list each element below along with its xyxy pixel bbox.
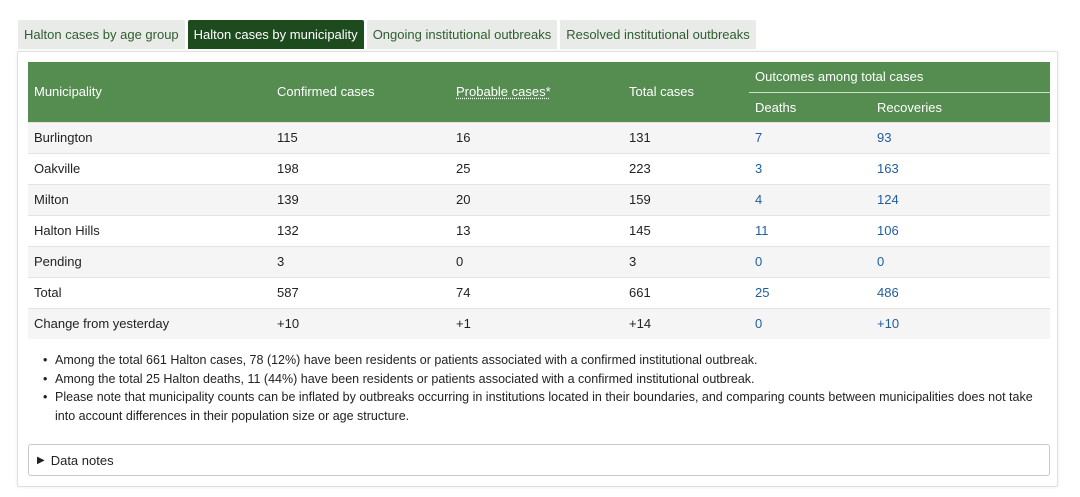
cell-recoveries: +10 — [871, 307, 1050, 339]
cell-recoveries: 124 — [871, 183, 1050, 215]
cell-probable: 25 — [450, 152, 623, 184]
municipality-table: Municipality Confirmed cases Probable ca… — [28, 62, 1050, 339]
tab-bar: Halton cases by age group Halton cases b… — [18, 20, 759, 49]
tab-municipality[interactable]: Halton cases by municipality — [187, 20, 364, 49]
header-municipality: Municipality — [28, 62, 271, 122]
cell-total: 3 — [623, 245, 749, 277]
cell-municipality: Oakville — [28, 152, 271, 184]
notes-list: Among the total 661 Halton cases, 78 (12… — [41, 351, 1051, 425]
cell-confirmed: 587 — [271, 276, 450, 308]
cell-probable: +1 — [450, 307, 623, 339]
cell-probable: 16 — [450, 121, 623, 153]
triangle-right-icon: ▶ — [37, 454, 45, 466]
note-item: Please note that municipality counts can… — [41, 388, 1051, 425]
cell-total: 131 — [623, 121, 749, 153]
cell-deaths: 7 — [749, 121, 871, 153]
cell-total: 145 — [623, 214, 749, 246]
cell-total: +14 — [623, 307, 749, 339]
table-row: Pending 3 0 3 0 0 — [28, 245, 1050, 277]
cell-confirmed: 198 — [271, 152, 450, 184]
cell-deaths: 0 — [749, 245, 871, 277]
cell-recoveries: 106 — [871, 214, 1050, 246]
cell-municipality: Change from yesterday — [28, 307, 271, 339]
data-notes-label: Data notes — [50, 452, 114, 468]
table-row-total: Total 587 74 661 25 486 — [28, 276, 1050, 308]
cell-total: 159 — [623, 183, 749, 215]
cell-confirmed: 115 — [271, 121, 450, 153]
cell-recoveries: 93 — [871, 121, 1050, 153]
cell-recoveries: 0 — [871, 245, 1050, 277]
cell-total: 223 — [623, 152, 749, 184]
cell-confirmed: 3 — [271, 245, 450, 277]
cell-municipality: Pending — [28, 245, 271, 277]
table-row-change: Change from yesterday +10 +1 +14 0 +10 — [28, 307, 1050, 339]
cell-total: 661 — [623, 276, 749, 308]
cell-deaths: 11 — [749, 214, 871, 246]
tab-ongoing-outbreaks[interactable]: Ongoing institutional outbreaks — [366, 20, 558, 49]
header-total: Total cases — [623, 62, 749, 122]
table-row: Halton Hills 132 13 145 11 106 — [28, 214, 1050, 246]
note-item: Among the total 25 Halton deaths, 11 (44… — [41, 370, 1051, 389]
table-row: Burlington 115 16 131 7 93 — [28, 121, 1050, 153]
tab-resolved-outbreaks[interactable]: Resolved institutional outbreaks — [560, 20, 756, 49]
tab-age-group[interactable]: Halton cases by age group — [18, 20, 185, 49]
header-confirmed: Confirmed cases — [271, 62, 450, 122]
cell-probable: 20 — [450, 183, 623, 215]
table-row: Oakville 198 25 223 3 163 — [28, 152, 1050, 184]
cell-deaths: 25 — [749, 276, 871, 308]
cell-confirmed: +10 — [271, 307, 450, 339]
header-deaths: Deaths — [749, 92, 871, 122]
cell-confirmed: 132 — [271, 214, 450, 246]
note-item: Among the total 661 Halton cases, 78 (12… — [41, 351, 1051, 370]
cell-deaths: 0 — [749, 307, 871, 339]
data-notes-toggle[interactable]: ▶ Data notes — [28, 444, 1050, 476]
cell-probable: 0 — [450, 245, 623, 277]
cell-recoveries: 163 — [871, 152, 1050, 184]
cell-deaths: 3 — [749, 152, 871, 184]
cell-recoveries: 486 — [871, 276, 1050, 308]
header-recoveries: Recoveries — [871, 92, 1050, 122]
probable-cases-tooltip-label[interactable]: Probable cases* — [456, 84, 551, 100]
tab-panel: Municipality Confirmed cases Probable ca… — [17, 51, 1058, 487]
header-probable[interactable]: Probable cases* — [450, 62, 623, 122]
cell-probable: 13 — [450, 214, 623, 246]
cell-deaths: 4 — [749, 183, 871, 215]
cell-confirmed: 139 — [271, 183, 450, 215]
table-row: Milton 139 20 159 4 124 — [28, 183, 1050, 215]
cell-municipality: Halton Hills — [28, 214, 271, 246]
cell-municipality: Milton — [28, 183, 271, 215]
cell-probable: 74 — [450, 276, 623, 308]
header-outcomes: Outcomes among total cases — [749, 62, 1050, 93]
cell-municipality: Burlington — [28, 121, 271, 153]
cell-municipality: Total — [28, 276, 271, 308]
